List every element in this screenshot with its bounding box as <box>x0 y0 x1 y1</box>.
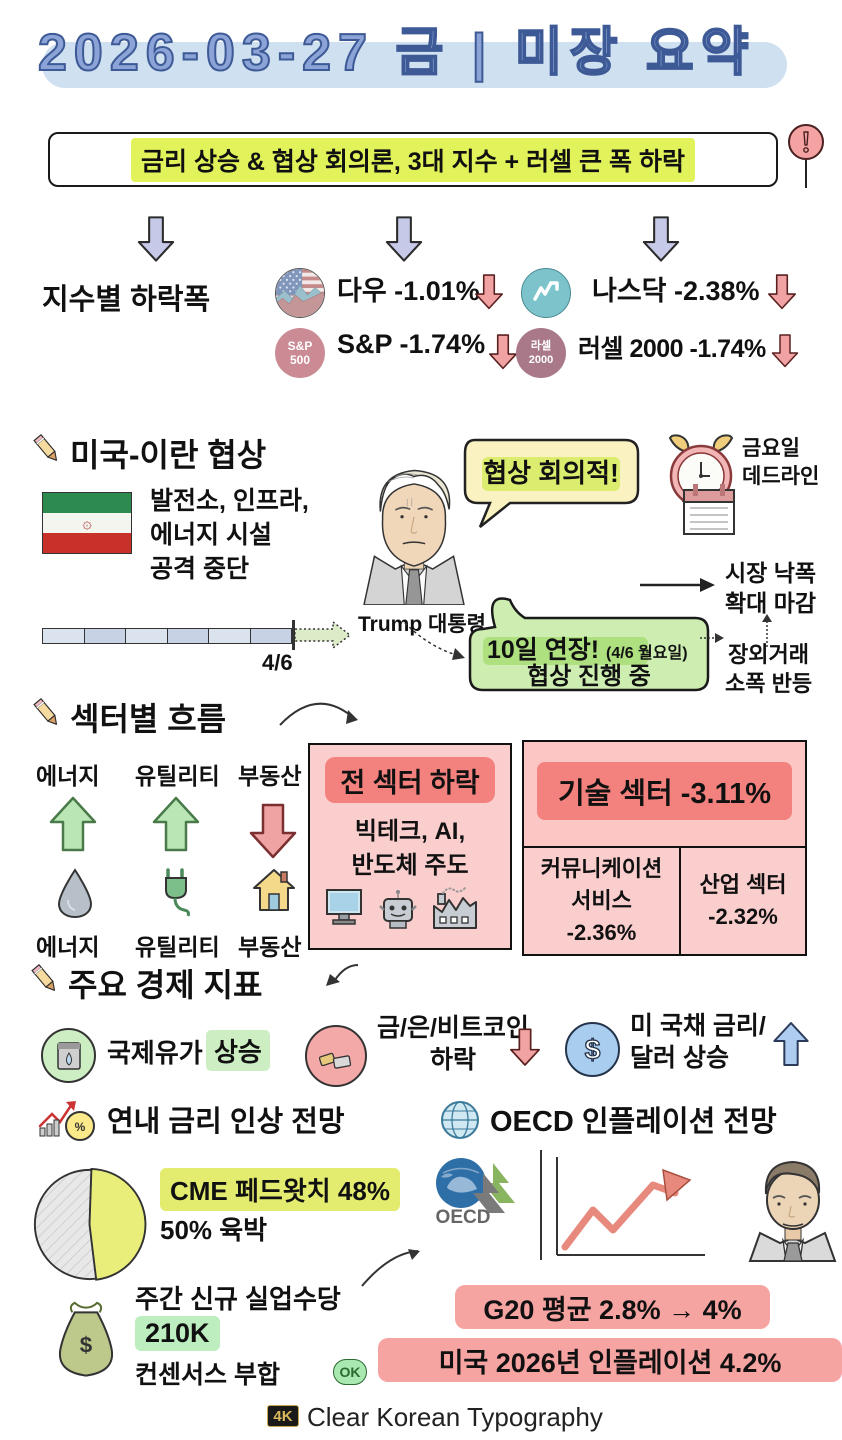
svg-text:협상 회의적!: 협상 회의적! <box>483 458 618 488</box>
svg-text:%: % <box>75 1120 86 1134</box>
svg-text:협상 진행 중: 협상 진행 중 <box>527 663 651 690</box>
svg-text:OECD: OECD <box>436 1207 491 1228</box>
svg-text:$: $ <box>80 1332 93 1357</box>
